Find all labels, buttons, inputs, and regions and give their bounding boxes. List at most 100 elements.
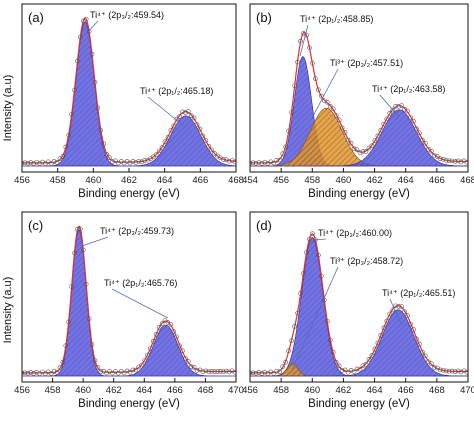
data-point xyxy=(295,59,300,65)
data-point xyxy=(316,87,321,93)
data-point xyxy=(333,359,339,365)
data-point xyxy=(363,149,369,154)
x-tick-label: 464 xyxy=(157,175,173,186)
data-point xyxy=(34,159,39,165)
annotation-leader xyxy=(85,20,99,35)
data-point xyxy=(200,133,206,139)
y-axis-label-bottom: Intensity (a.u) xyxy=(2,277,14,344)
data-point xyxy=(218,368,223,374)
data-point xyxy=(304,32,309,38)
annotation-leader xyxy=(291,266,339,371)
data-point xyxy=(48,161,54,166)
data-point xyxy=(298,291,303,296)
data-point xyxy=(69,284,74,289)
x-tick-label: 470 xyxy=(228,385,244,396)
x-axis-title: Binding energy (eV) xyxy=(78,188,180,200)
data-point xyxy=(133,160,139,165)
data-point xyxy=(183,110,188,115)
data-point xyxy=(423,353,428,359)
data-point xyxy=(396,104,401,109)
data-point xyxy=(171,329,177,334)
data-point xyxy=(75,58,80,64)
data-point xyxy=(432,152,437,158)
data-point xyxy=(271,371,277,376)
data-point xyxy=(226,158,232,164)
data-point xyxy=(139,362,144,368)
data-point xyxy=(133,367,139,373)
plot-frame xyxy=(21,211,237,383)
data-point xyxy=(86,316,92,322)
x-tick-label: 456 xyxy=(14,385,30,396)
data-point xyxy=(330,349,336,355)
data-point xyxy=(194,122,200,127)
peak-annotation: Ti⁴⁺ (2p₃/₂:460.00) xyxy=(318,228,392,238)
data-point xyxy=(253,160,259,166)
data-point xyxy=(283,144,288,150)
x-tick-label: 462 xyxy=(121,175,137,186)
panel-label: (a) xyxy=(28,10,44,25)
data-point xyxy=(319,273,324,279)
x-tick-label: 458 xyxy=(50,175,66,186)
data-point xyxy=(351,369,357,374)
data-point xyxy=(250,370,253,376)
data-point xyxy=(354,366,360,372)
data-point xyxy=(104,152,109,157)
data-point xyxy=(142,158,147,163)
data-point xyxy=(464,159,468,165)
data-point xyxy=(136,158,142,164)
data-point xyxy=(307,236,312,242)
data-point xyxy=(351,146,357,152)
data-point xyxy=(197,126,203,132)
data-point xyxy=(232,369,236,375)
data-point xyxy=(327,337,333,343)
data-point xyxy=(107,155,112,160)
data-point xyxy=(375,340,381,346)
data-point xyxy=(153,331,159,337)
panel-label: (c) xyxy=(28,218,43,233)
data-point xyxy=(177,343,182,349)
data-point xyxy=(151,338,156,344)
panel-label: (b) xyxy=(256,10,272,25)
data-point xyxy=(250,160,253,166)
data-point xyxy=(57,365,63,370)
annotation-leader xyxy=(313,238,327,241)
x-tick-label: 464 xyxy=(136,385,152,396)
data-point xyxy=(212,151,217,156)
plot-frame xyxy=(249,211,469,383)
data-point xyxy=(151,154,156,160)
data-point xyxy=(458,369,464,375)
plot-area xyxy=(22,225,236,377)
data-point xyxy=(292,83,297,89)
data-point xyxy=(271,160,277,166)
data-point xyxy=(159,145,165,150)
data-point xyxy=(229,368,235,374)
data-point xyxy=(393,104,398,109)
data-point xyxy=(295,310,300,316)
data-point xyxy=(186,109,191,114)
data-point xyxy=(455,368,461,374)
annotation-leader xyxy=(379,94,399,117)
data-point xyxy=(461,368,467,374)
data-point xyxy=(375,133,381,139)
data-point xyxy=(399,103,404,108)
data-point xyxy=(191,365,197,370)
x-axis-title: Binding energy (eV) xyxy=(308,188,410,200)
data-point xyxy=(396,304,401,309)
data-point xyxy=(310,231,315,237)
data-point xyxy=(348,367,354,373)
data-point xyxy=(405,313,410,318)
data-point xyxy=(399,304,404,309)
data-point xyxy=(174,116,179,122)
data-point xyxy=(402,309,407,315)
data-point xyxy=(342,367,348,373)
data-point xyxy=(188,113,194,118)
annotation-leader xyxy=(389,298,403,327)
data-point xyxy=(327,103,333,109)
data-point xyxy=(357,366,363,372)
data-point xyxy=(162,139,168,145)
data-point xyxy=(363,361,369,367)
data-point xyxy=(78,34,83,40)
data-point xyxy=(226,369,232,375)
data-point xyxy=(387,311,393,317)
x-tick-label: 462 xyxy=(335,385,351,396)
